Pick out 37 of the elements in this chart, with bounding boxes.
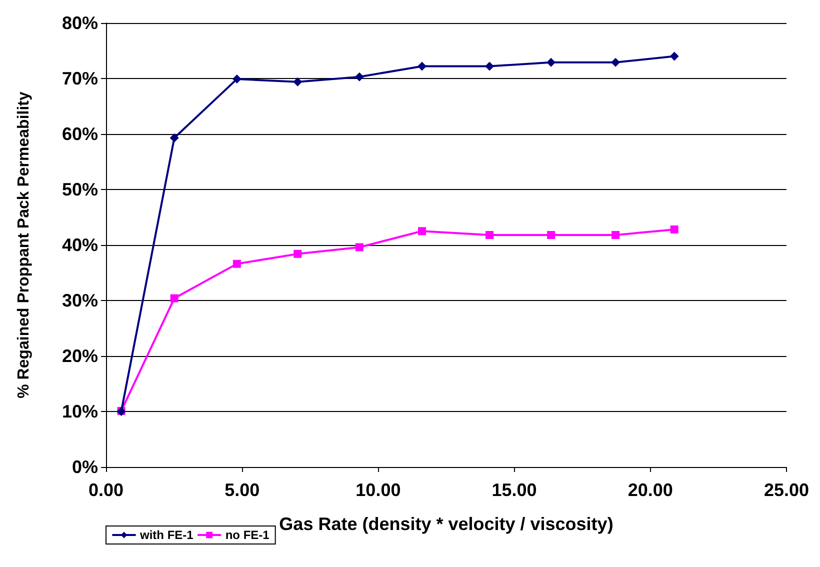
y-tick-label: 30% — [62, 290, 98, 310]
point — [170, 133, 179, 142]
y-tick-label: 70% — [62, 68, 98, 88]
point — [232, 260, 241, 268]
x-tick-label: 20.00 — [628, 480, 673, 500]
x-tick-label: 25.00 — [764, 480, 809, 500]
y-tick-label: 20% — [62, 346, 98, 366]
point — [418, 227, 426, 236]
x-tick-label: 15.00 — [492, 480, 537, 500]
y-tick-label: 80% — [62, 13, 98, 33]
point — [611, 58, 620, 67]
legend-label: with FE-1 — [139, 528, 194, 542]
point — [293, 77, 302, 86]
y-tick-label: 0% — [72, 457, 98, 477]
point — [355, 243, 364, 252]
point — [170, 294, 178, 302]
point — [418, 62, 427, 71]
point — [354, 72, 364, 82]
point — [232, 74, 242, 84]
point — [670, 225, 678, 234]
point — [612, 231, 620, 240]
x-tick-label: 10.00 — [356, 480, 401, 500]
x-tick-label: 0.00 — [88, 480, 124, 500]
point — [670, 52, 679, 61]
legend-label: no FE-1 — [225, 528, 270, 542]
point — [547, 231, 556, 240]
x-axis-title: Gas Rate (density * velocity / viscosity) — [279, 514, 614, 534]
point — [546, 58, 556, 67]
x-tick-label: 5.00 — [224, 480, 260, 500]
y-tick-label: 60% — [62, 124, 98, 144]
point — [294, 250, 302, 258]
y-tick-label: 10% — [62, 402, 98, 422]
point — [485, 62, 494, 71]
y-tick-label: 50% — [62, 180, 98, 200]
point — [486, 231, 494, 240]
y-tick-label: 40% — [62, 235, 98, 255]
y-axis-title: % Regained Proppant Pack Permeability — [16, 92, 32, 398]
